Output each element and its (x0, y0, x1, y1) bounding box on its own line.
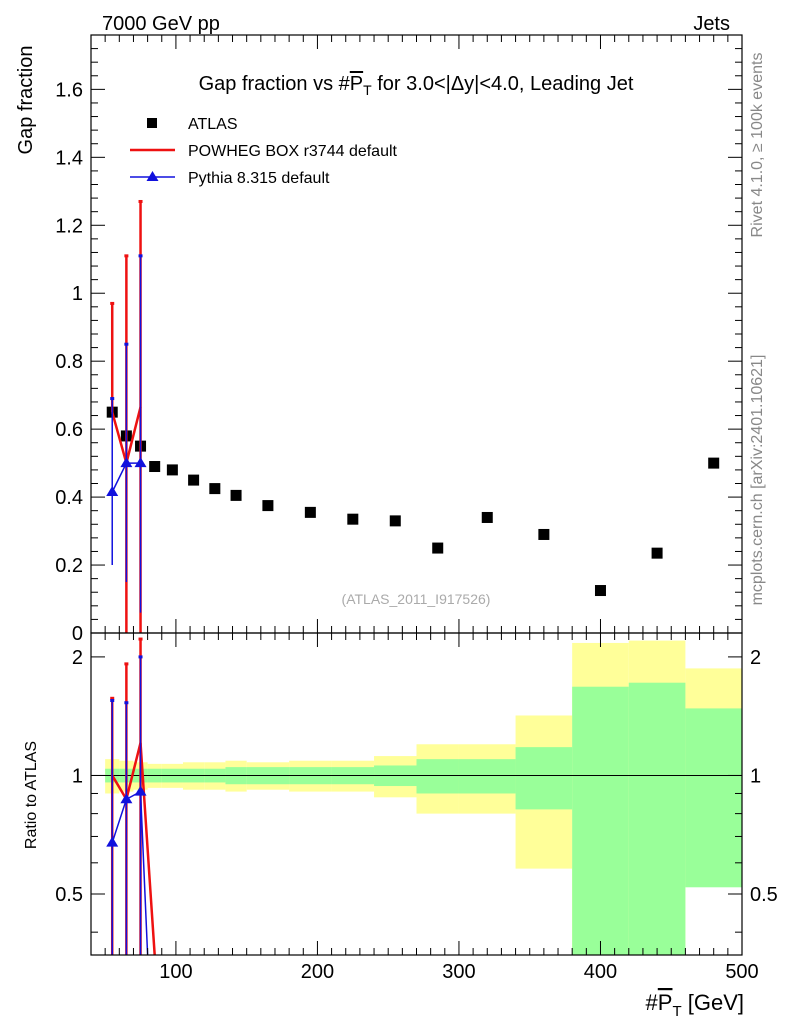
ratio-y-axis-label: Ratio to ATLAS (23, 741, 40, 849)
ratio-band-green (416, 759, 459, 794)
atlas-data-point (594, 585, 606, 597)
legend-pythia-label: Pythia 8.315 default (188, 170, 330, 187)
x-tick-label: 500 (725, 961, 758, 983)
atlas-data-point (149, 461, 161, 473)
atlas-data-point (188, 474, 200, 486)
legend-pythia-marker (146, 171, 159, 181)
ratio-pythia-error-cap (124, 701, 129, 705)
mcplots-label: mcplots.cern.ch [arXiv:2401.10621] (749, 355, 766, 606)
atlas-data-point (304, 506, 316, 518)
ratio-y-tick-label-right: 1 (750, 765, 761, 787)
x-tick-label: 300 (442, 961, 475, 983)
pythia-error-cap (110, 397, 115, 401)
ratio-band-green (628, 682, 686, 955)
pythia-error-cap (124, 342, 129, 346)
main-y-tick-label: 1.6 (55, 79, 83, 101)
powheg-error-cap (124, 254, 129, 258)
legend-atlas-marker (147, 118, 157, 128)
ratio-pythia-point (106, 836, 119, 847)
pythia-data-point (120, 457, 133, 468)
main-y-tick-label: 1.2 (55, 215, 83, 237)
ratio-y-tick-label: 1 (72, 765, 83, 787)
atlas-data-point (389, 515, 401, 527)
ratio-powheg-error-cap (110, 696, 115, 700)
atlas-data-point (209, 483, 221, 495)
main-y-tick-label: 0.6 (55, 419, 83, 441)
main-y-tick-label: 0 (72, 623, 83, 645)
ratio-pythia-point (134, 785, 147, 796)
powheg-error-cap (138, 199, 143, 203)
ratio-powheg-line (111, 742, 156, 956)
ratio-pythia-line (111, 790, 149, 956)
rivet-label: Rivet 4.1.0, ≥ 100k events (749, 53, 766, 238)
x-tick-label: 400 (584, 961, 617, 983)
powheg-error-cap (110, 301, 115, 305)
header-energy: 7000 GeV pp (102, 13, 220, 35)
main-y-tick-label: 1 (72, 283, 83, 305)
ratio-powheg-error-cap (138, 637, 143, 641)
atlas-data-point (166, 464, 178, 476)
main-y-tick-label: 0.8 (55, 351, 83, 373)
main-y-axis-label: Gap fraction (15, 46, 37, 155)
ratio-plot-area: 100 200 300 400 500 0.5 0.5 1 1 2 2 (55, 632, 778, 983)
x-axis-label: #PT [GeV] (646, 990, 744, 1020)
ratio-y-tick-label-right: 2 (750, 647, 761, 669)
main-plot-area: 0 0.2 0.4 0.6 0.8 1 1.2 1.4 1.6 (55, 34, 743, 645)
ratio-band-green (572, 686, 629, 955)
legend: ATLAS POWHEG BOX r3744 default Pythia 8.… (130, 116, 398, 187)
main-y-tick-label: 0.4 (55, 487, 83, 509)
pythia-data-point (134, 457, 147, 468)
header-process: Jets (693, 13, 730, 35)
atlas-data-point (230, 489, 242, 501)
main-y-tick-label: 0.2 (55, 555, 83, 577)
atlas-data-point (538, 528, 550, 540)
legend-powheg-label: POWHEG BOX r3744 default (188, 143, 398, 160)
ratio-y-tick-label: 2 (72, 647, 83, 669)
ratio-band-green (685, 708, 742, 888)
atlas-data-point (262, 500, 274, 512)
ratio-pythia-error-cap (138, 655, 143, 659)
ratio-y-tick-label: 0.5 (55, 884, 83, 906)
ratio-band-green (458, 759, 516, 794)
main-title: Gap fraction vs #PT for 3.0<|Δy|<4.0, Le… (199, 73, 634, 98)
legend-atlas-label: ATLAS (188, 116, 238, 133)
pythia-data-point (106, 485, 119, 496)
atlas-data-point (708, 457, 720, 469)
pythia-error-cap (138, 254, 143, 258)
atlas-data-point (432, 542, 444, 554)
atlas-data-point (347, 513, 359, 525)
x-tick-label: 200 (301, 961, 334, 983)
main-y-tick-label: 1.4 (55, 147, 83, 169)
ratio-y-tick-label-right: 0.5 (750, 884, 778, 906)
atlas-data-point (651, 547, 663, 559)
analysis-watermark: (ATLAS_2011_I917526) (342, 591, 491, 607)
ratio-pythia-point (120, 793, 133, 804)
ratio-powheg-error-cap (124, 662, 129, 666)
ratio-pythia-error-cap (110, 698, 115, 702)
x-tick-label: 100 (159, 961, 192, 983)
ratio-band-green (515, 747, 573, 810)
atlas-data-point (481, 511, 493, 523)
